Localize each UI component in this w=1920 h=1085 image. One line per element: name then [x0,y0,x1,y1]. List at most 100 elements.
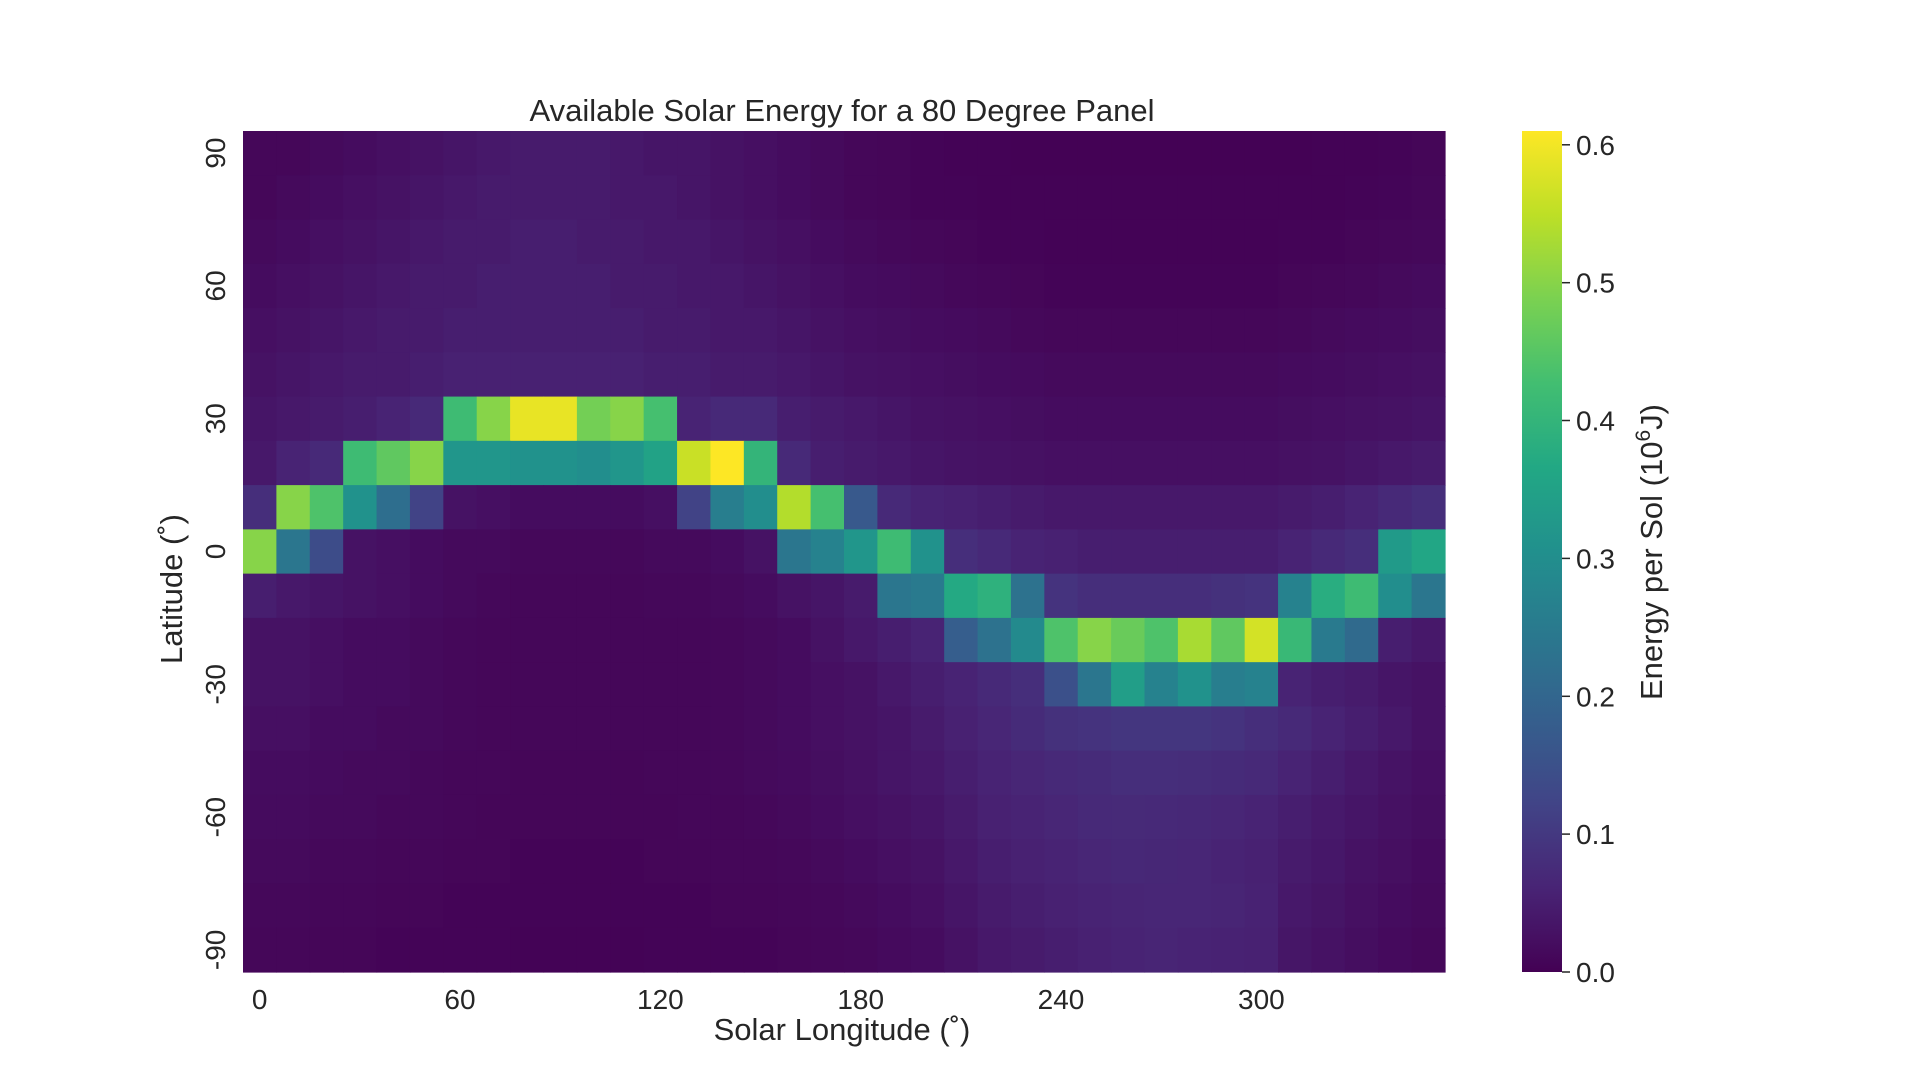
heatmap-cell [810,794,845,840]
heatmap-cell [343,927,378,973]
heatmap-cell [1244,617,1279,663]
heatmap-cell [1044,662,1079,708]
heatmap-cell [443,750,478,796]
y-tick-label: -30 [200,664,231,704]
heatmap-cell [1411,617,1446,663]
heatmap-cell [844,219,878,265]
heatmap-cell [1311,927,1346,973]
heatmap-cell [276,485,311,530]
heatmap-cell [1177,573,1212,619]
heatmap-cell [1244,352,1279,398]
heatmap-cell [977,263,1012,309]
heatmap-cell [1010,308,1045,353]
heatmap-cell [409,529,444,575]
colorbar [1522,131,1562,972]
heatmap-cell [576,529,611,575]
heatmap-cell [844,839,878,885]
heatmap-cell [243,175,277,221]
heatmap-cell [877,573,912,619]
heatmap-cell [643,617,678,663]
heatmap-cell [1378,529,1413,575]
heatmap-cell [1010,662,1045,708]
heatmap-cell [944,352,979,398]
heatmap-cell [677,794,712,840]
heatmap-cell [944,175,979,221]
heatmap-cell [910,308,945,353]
heatmap-cell [743,750,778,796]
heatmap-cell [944,794,979,840]
heatmap-cell [1044,794,1079,840]
heatmap-cell [1244,750,1279,796]
heatmap-cell [1278,352,1313,398]
heatmap-cell [977,617,1012,663]
heatmap-cell [343,883,378,929]
heatmap-cell [243,662,277,708]
heatmap-cell [1278,440,1313,486]
heatmap-cell [944,750,979,796]
heatmap-cell [1278,706,1313,752]
heatmap-cell [276,883,311,929]
heatmap-cell [910,263,945,309]
heatmap-cell [1111,927,1146,973]
heatmap-cell [1144,706,1179,752]
heatmap-cell [844,131,878,176]
heatmap-cell [543,573,578,619]
heatmap-cell [977,440,1012,486]
heatmap-cell [1311,219,1346,265]
heatmap-cell [309,175,344,221]
y-tick-label: 90 [200,138,231,169]
heatmap-cell [1378,396,1413,442]
heatmap-cell [1111,883,1146,929]
colorbar-ticks: 0.0 0.1 0.2 0.3 0.4 0.5 0.6 [1562,130,1615,988]
heatmap-cell [1044,839,1079,885]
heatmap-cell [777,662,812,708]
heatmap-cell [877,485,912,530]
heatmap-cell [1144,573,1179,619]
heatmap-cell [1344,573,1379,619]
heatmap-cell [409,750,444,796]
heatmap-cell [610,617,645,663]
heatmap-cell [309,352,344,398]
heatmap-cell [1111,440,1146,486]
heatmap-cell [877,839,912,885]
heatmap-cell [243,529,277,575]
heatmap-cell [1244,794,1279,840]
heatmap-cell [276,617,311,663]
heatmap-cell [910,927,945,973]
heatmap-cell [1010,706,1045,752]
heatmap-cell [243,573,277,619]
y-tick-label: 60 [200,270,231,301]
heatmap-cell [710,927,745,973]
heatmap-cell [710,883,745,929]
heatmap-cell [743,617,778,663]
heatmap-cell [1411,706,1446,752]
heatmap-cell [844,706,878,752]
heatmap-cell [476,485,511,530]
heatmap-cell [743,485,778,530]
heatmap-cell [1344,927,1379,973]
heatmap-cell [944,573,979,619]
heatmap-cell [610,927,645,973]
heatmap-cell [443,617,478,663]
heatmap-cell [409,131,444,176]
heatmap-cell [777,485,812,530]
heatmap-cell [1411,396,1446,442]
heatmap-cell [944,396,979,442]
heatmap-cell [1311,750,1346,796]
y-tick-label: 0 [200,544,231,560]
heatmap-cell [543,750,578,796]
heatmap-cell [309,883,344,929]
heatmap-cell [1044,706,1079,752]
heatmap-cell [710,131,745,176]
heatmap-cell [1378,131,1413,176]
heatmap-cell [1311,617,1346,663]
heatmap-cell [1211,617,1246,663]
heatmap-cell [343,263,378,309]
heatmap-cell [543,352,578,398]
x-tick-label: 60 [444,984,475,1015]
heatmap-cell [1010,219,1045,265]
heatmap-cell [777,883,812,929]
heatmap-cell [510,529,545,575]
heatmap-cell [1111,131,1146,176]
heatmap-cell [1111,794,1146,840]
